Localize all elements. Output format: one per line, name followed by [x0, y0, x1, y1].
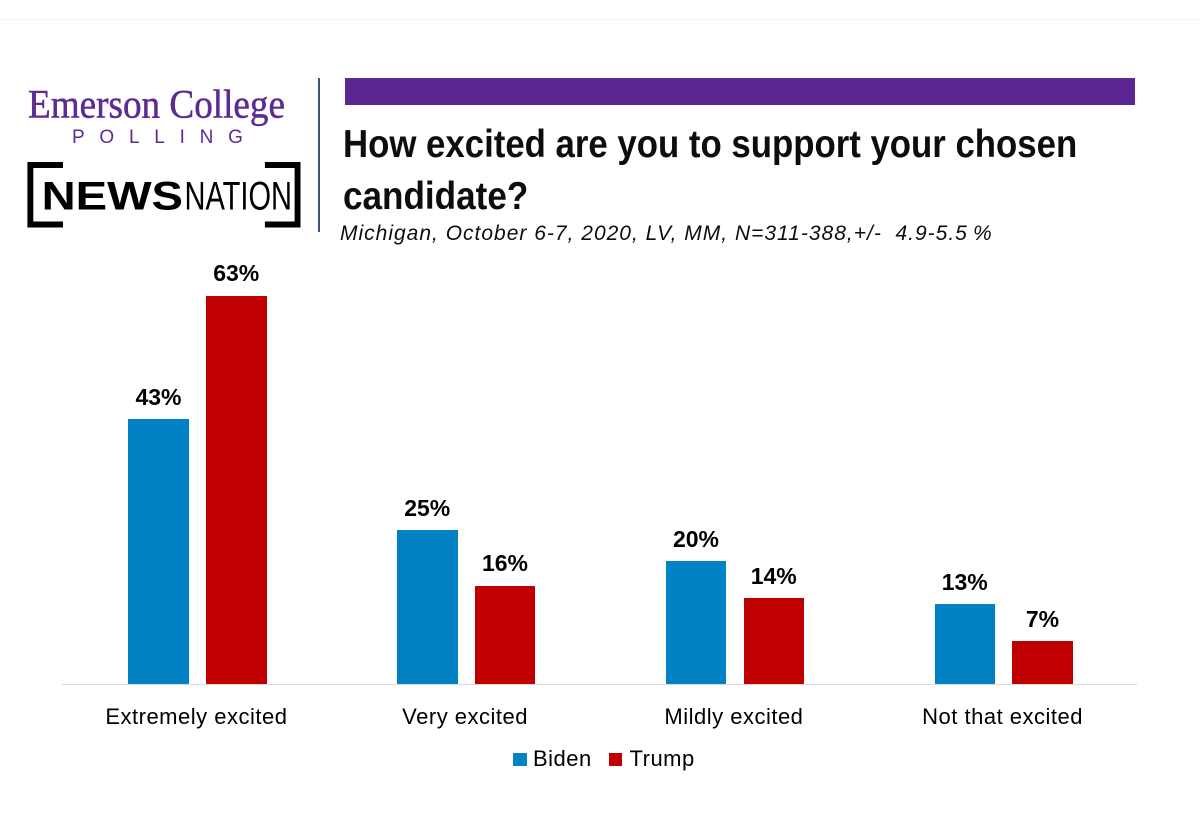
svg-text:NATION: NATION — [185, 175, 293, 219]
svg-text:POLLING: POLLING — [72, 127, 258, 148]
svg-text:NEWS: NEWS — [42, 175, 183, 219]
svg-text:Emerson College: Emerson College — [28, 81, 285, 126]
